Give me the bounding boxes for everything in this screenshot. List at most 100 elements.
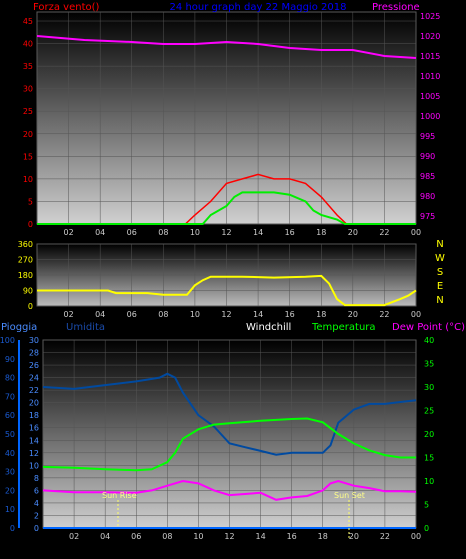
temperature-tick-label: 25 [424, 407, 434, 416]
pressure-tick-label: 1020 [420, 32, 440, 41]
temperature-tick-label: 40 [424, 336, 434, 345]
humidity-tick-label: 20 [5, 486, 15, 495]
pressure-tick-label: 995 [420, 132, 435, 141]
hour-tick-label: 02 [63, 228, 73, 237]
hour-tick-label: 12 [221, 310, 231, 319]
hour-tick-label: 10 [190, 228, 200, 237]
hour-tick-label: 10 [190, 310, 200, 319]
hour-tick-label: 00 [411, 228, 421, 237]
rain-tick-label: 26 [29, 361, 39, 370]
compass-letter: N [436, 295, 443, 306]
pressure-line [36, 35, 417, 59]
humidity-tick-label: 0 [10, 524, 15, 533]
hour-tick-label: 12 [224, 532, 234, 541]
rain-tick-label: 10 [29, 461, 39, 470]
temperature-tick-label: 35 [424, 360, 434, 369]
humidity-tick-label: 60 [5, 411, 15, 420]
wind-tick-label: 5 [28, 197, 33, 206]
humidity-tick-label: 100 [0, 336, 15, 345]
temperature-legend: Temperatura [311, 322, 376, 333]
rain-tick-label: 30 [29, 336, 39, 345]
rain-tick-label: 2 [34, 511, 39, 520]
hour-tick-label: 16 [285, 310, 295, 319]
wind-tick-label: 45 [23, 17, 33, 26]
direction-tick-label: 90 [23, 287, 33, 296]
humidity-tick-label: 10 [5, 505, 15, 514]
direction-tick-label: 0 [28, 302, 33, 311]
chart-date-title: 24 hour graph day 22 Maggio 2018 [170, 2, 347, 13]
hour-tick-label: 04 [95, 310, 105, 319]
hour-tick-label: 06 [131, 532, 141, 541]
rain-tick-label: 0 [34, 524, 39, 533]
hour-tick-label: 06 [127, 310, 137, 319]
rain-tick-label: 12 [29, 449, 39, 458]
rain-tick-label: 14 [29, 436, 39, 445]
hour-tick-label: 00 [411, 532, 421, 541]
wind-tick-label: 10 [23, 175, 33, 184]
pressure-tick-label: 1000 [420, 112, 440, 121]
direction-tick-label: 360 [18, 240, 33, 249]
humidity-tick-label: 90 [5, 355, 15, 364]
hour-tick-label: 02 [69, 532, 79, 541]
hour-tick-label: 14 [253, 228, 263, 237]
hour-tick-label: 20 [349, 532, 359, 541]
dewpoint-line [42, 479, 417, 501]
hour-tick-label: 22 [380, 532, 390, 541]
wind-tick-label: 0 [28, 220, 33, 229]
hour-tick-label: 04 [95, 228, 105, 237]
humidity-tick-label: 70 [5, 392, 15, 401]
hour-tick-label: 22 [379, 310, 389, 319]
pressure-tick-label: 1005 [420, 92, 440, 101]
humidity-tick-label: 80 [5, 374, 15, 383]
temperature-tick-label: 20 [424, 430, 434, 439]
hour-tick-label: 18 [316, 310, 326, 319]
temperature-tick-label: 15 [424, 454, 434, 463]
compass-letter: S [437, 267, 443, 278]
hour-tick-label: 08 [162, 532, 172, 541]
humidity-axis-title: Umidita [66, 322, 105, 333]
hour-tick-label: 16 [285, 228, 295, 237]
rain-tick-label: 16 [29, 424, 39, 433]
hour-tick-label: 20 [348, 310, 358, 319]
hour-tick-label: 22 [379, 228, 389, 237]
direction-tick-label: 270 [18, 256, 33, 265]
wind-axis-title: Forza vento() [33, 2, 100, 13]
rain-tick-label: 22 [29, 386, 39, 395]
rain-tick-label: 28 [29, 349, 39, 358]
hour-tick-label: 10 [193, 532, 203, 541]
sunset-label: Sun Set [334, 491, 365, 500]
compass-letter: W [435, 253, 445, 264]
rain-tick-label: 8 [34, 474, 39, 483]
hour-tick-label: 02 [63, 310, 73, 319]
temperature-tick-label: 0 [424, 524, 429, 533]
rain-tick-label: 4 [34, 499, 39, 508]
sunrise-label: Sun Rise [102, 491, 137, 500]
pressure-tick-label: 990 [420, 152, 435, 161]
wind-green-line [37, 191, 416, 225]
humidity-tick-label: 40 [5, 449, 15, 458]
humidity-tick-label: 30 [5, 468, 15, 477]
direction-tick-label: 180 [18, 271, 33, 280]
hour-tick-label: 04 [100, 532, 110, 541]
rain-axis-title: Pioggia [1, 322, 37, 333]
pressure-tick-label: 985 [420, 172, 435, 181]
wind-tick-label: 25 [23, 107, 33, 116]
hour-tick-label: 08 [158, 228, 168, 237]
wind-tick-label: 30 [23, 85, 33, 94]
hour-tick-label: 14 [255, 532, 265, 541]
compass-letter: N [436, 239, 443, 250]
temperature-line [42, 417, 416, 472]
wind-tick-label: 35 [23, 62, 33, 71]
temperature-tick-label: 10 [424, 477, 434, 486]
pressure-tick-label: 975 [420, 212, 435, 221]
pressure-tick-label: 980 [420, 192, 435, 201]
dewpoint-legend: Dew Point (°C) [392, 322, 465, 333]
rain-tick-label: 24 [29, 374, 39, 383]
humidity-line [42, 372, 417, 456]
pressure-tick-label: 1010 [420, 72, 440, 81]
wind-tick-label: 20 [23, 130, 33, 139]
hour-tick-label: 12 [221, 228, 231, 237]
hour-tick-label: 08 [158, 310, 168, 319]
